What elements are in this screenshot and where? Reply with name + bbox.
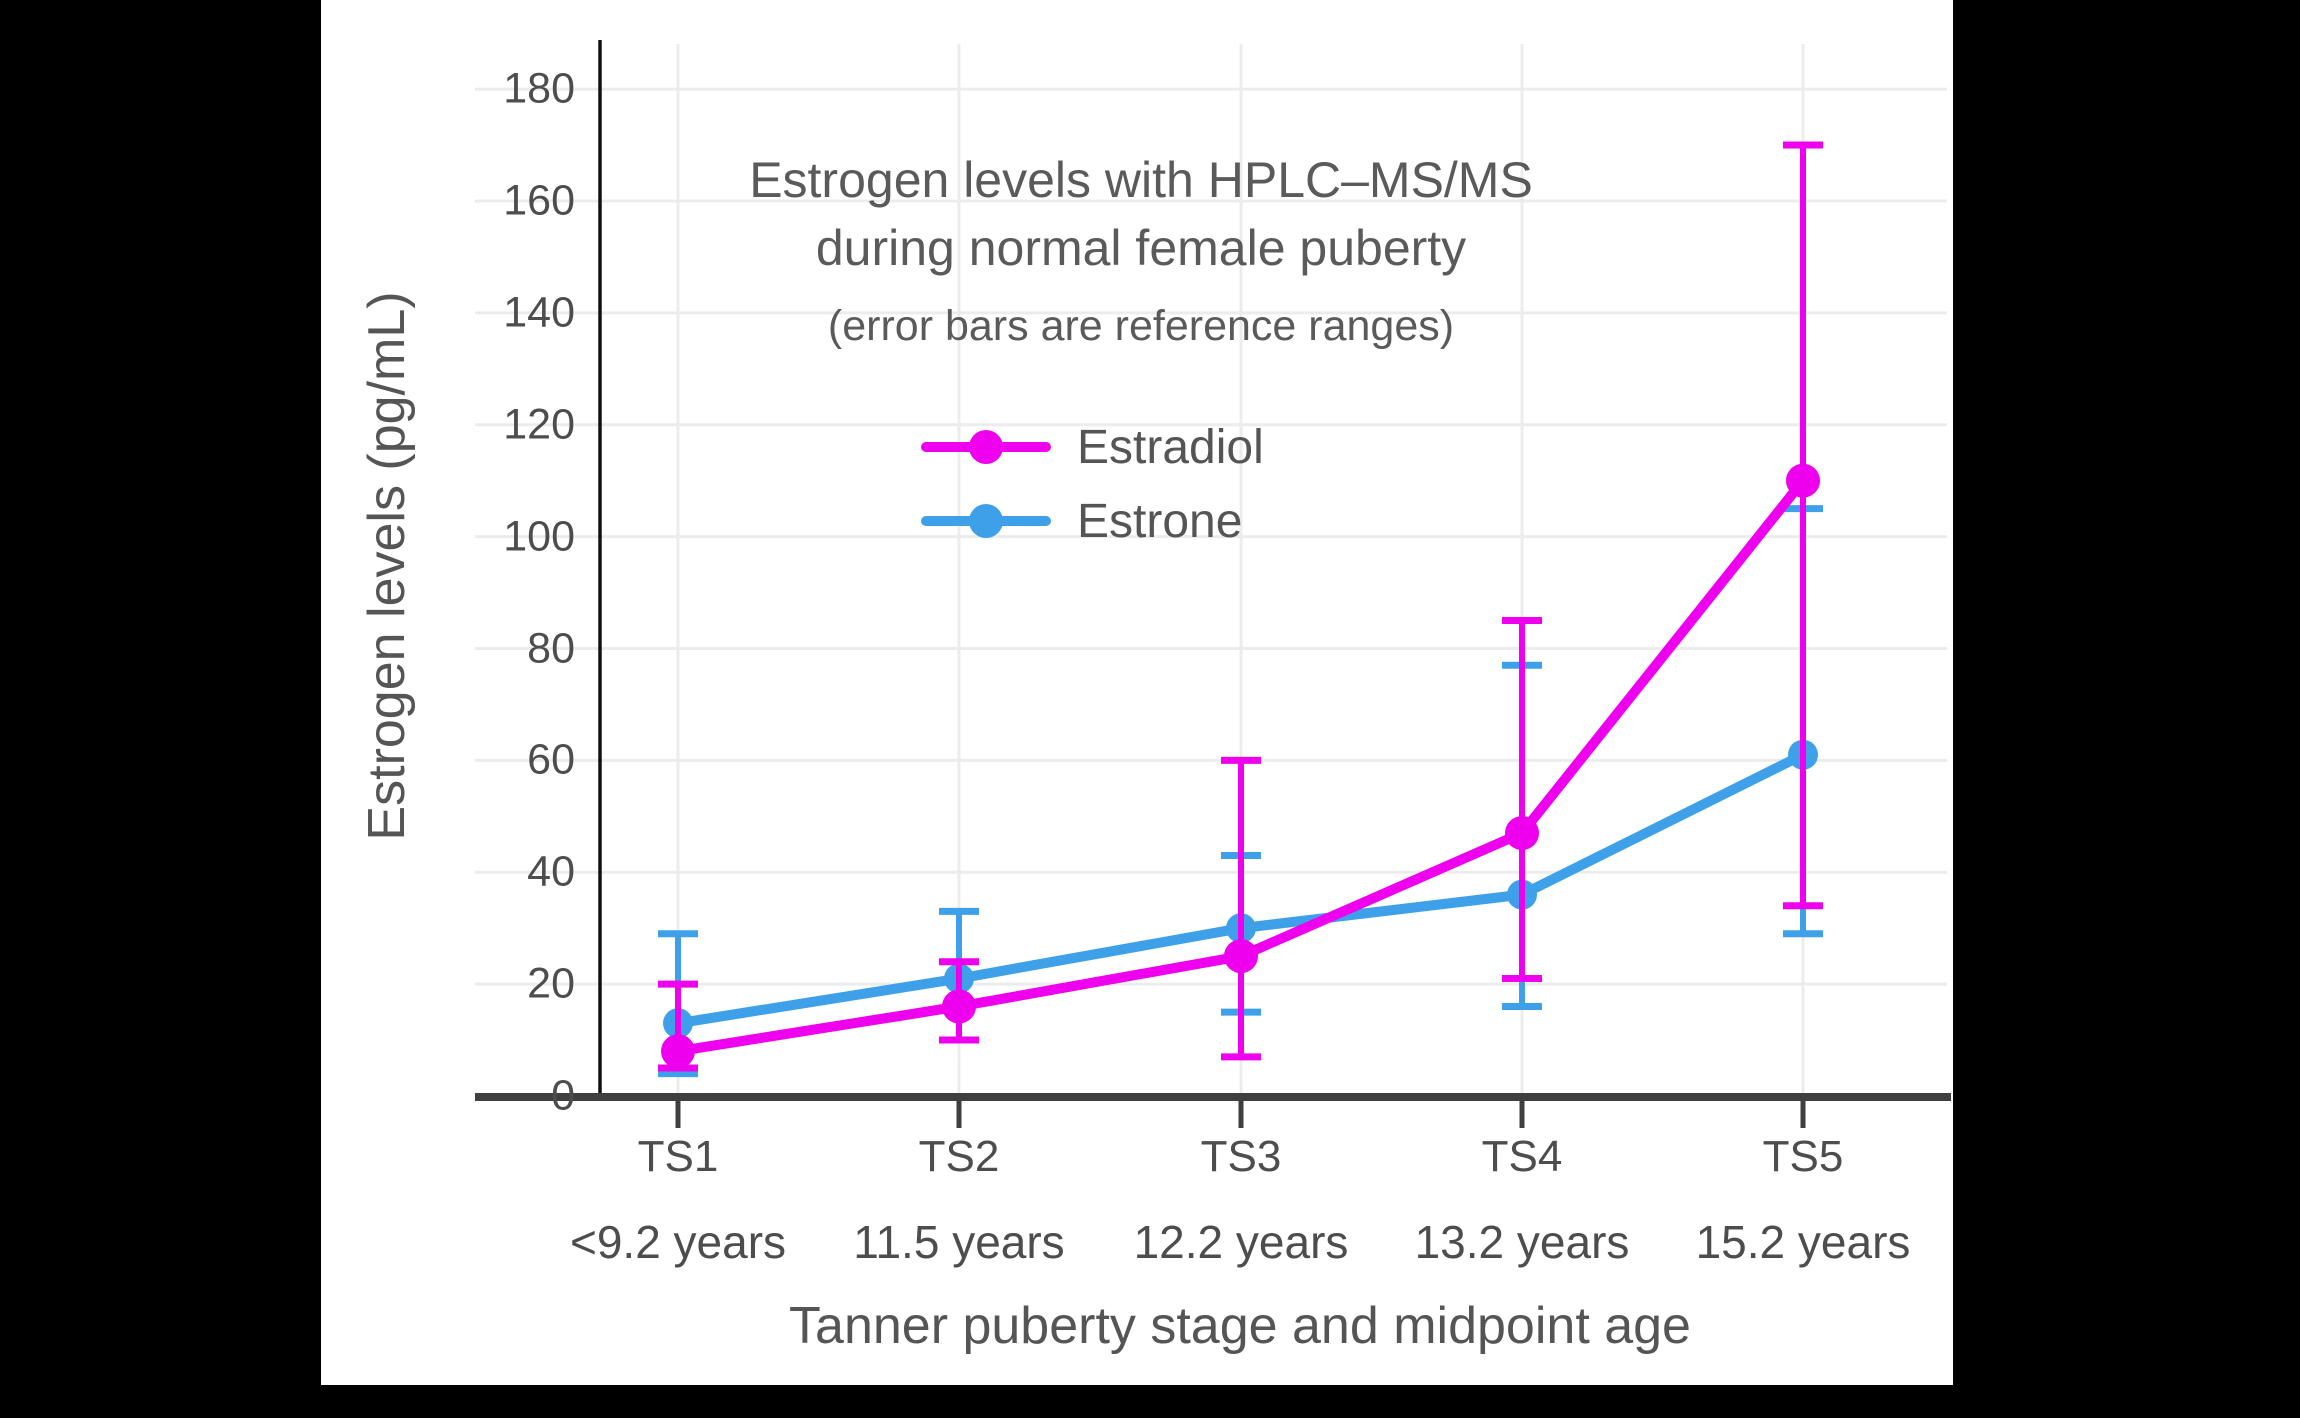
estrone-swatch [921,504,1051,538]
chart-title-line2: during normal female puberty [815,220,1467,276]
chart-title: Estrogen levels with HPLC–MS/MS during n… [749,146,1533,354]
chart-subtitle: (error bars are reference ranges) [827,302,1455,350]
x-tick-stage-ts5: TS5 [1762,1132,1844,1181]
x-tick-stage-ts3: TS3 [1200,1132,1282,1181]
y-tick-label-140: 140 [503,288,575,337]
x-tick-age-ts5: 15.2 years [1695,1216,1911,1268]
data-point-estradiol-ts4 [1505,816,1539,851]
data-point-estradiol-ts2 [942,989,976,1024]
x-tick-stage-ts2: TS2 [918,1132,1000,1181]
x-tick-stage-ts1: TS1 [637,1132,719,1181]
legend: Estradiol Estrone [921,410,1264,558]
y-tick-label-160: 160 [503,176,575,225]
chart-panel: Estrogen levels with HPLC–MS/MS during n… [321,0,1953,1385]
legend-label-estrone: Estrone [1077,494,1243,548]
legend-item-estradiol: Estradiol [921,410,1264,484]
estradiol-dot-swatch [969,430,1003,464]
data-point-estradiol-ts5 [1786,463,1820,498]
x-axis-title: Tanner puberty stage and midpoint age [789,1297,1691,1355]
x-tick-age-ts1: <9.2 years [569,1216,787,1268]
y-axis-title: Estrogen levels (pg/mL) [358,291,416,841]
data-point-estradiol-ts1 [661,1034,695,1069]
estradiol-swatch [921,430,1051,464]
y-tick-label-20: 20 [527,959,575,1008]
chart-title-line1: Estrogen levels with HPLC–MS/MS [749,152,1533,208]
x-tick-age-ts3: 12.2 years [1133,1216,1349,1268]
y-tick-label-0: 0 [551,1071,575,1120]
y-tick-label-40: 40 [527,847,575,896]
y-tick-label-180: 180 [503,64,575,113]
x-tick-age-ts4: 13.2 years [1414,1216,1630,1268]
legend-item-estrone: Estrone [921,484,1264,558]
plot-area [475,40,1951,1128]
y-tick-label-80: 80 [527,624,575,673]
x-tick-age-ts2: 11.5 years [853,1216,1065,1268]
y-tick-label-120: 120 [503,400,575,449]
legend-label-estradiol: Estradiol [1077,420,1264,474]
y-tick-label-60: 60 [527,735,575,784]
y-tick-label-100: 100 [503,512,575,561]
data-point-estradiol-ts3 [1224,939,1258,974]
estrone-dot-swatch [969,504,1003,538]
x-tick-stage-ts4: TS4 [1481,1132,1563,1181]
